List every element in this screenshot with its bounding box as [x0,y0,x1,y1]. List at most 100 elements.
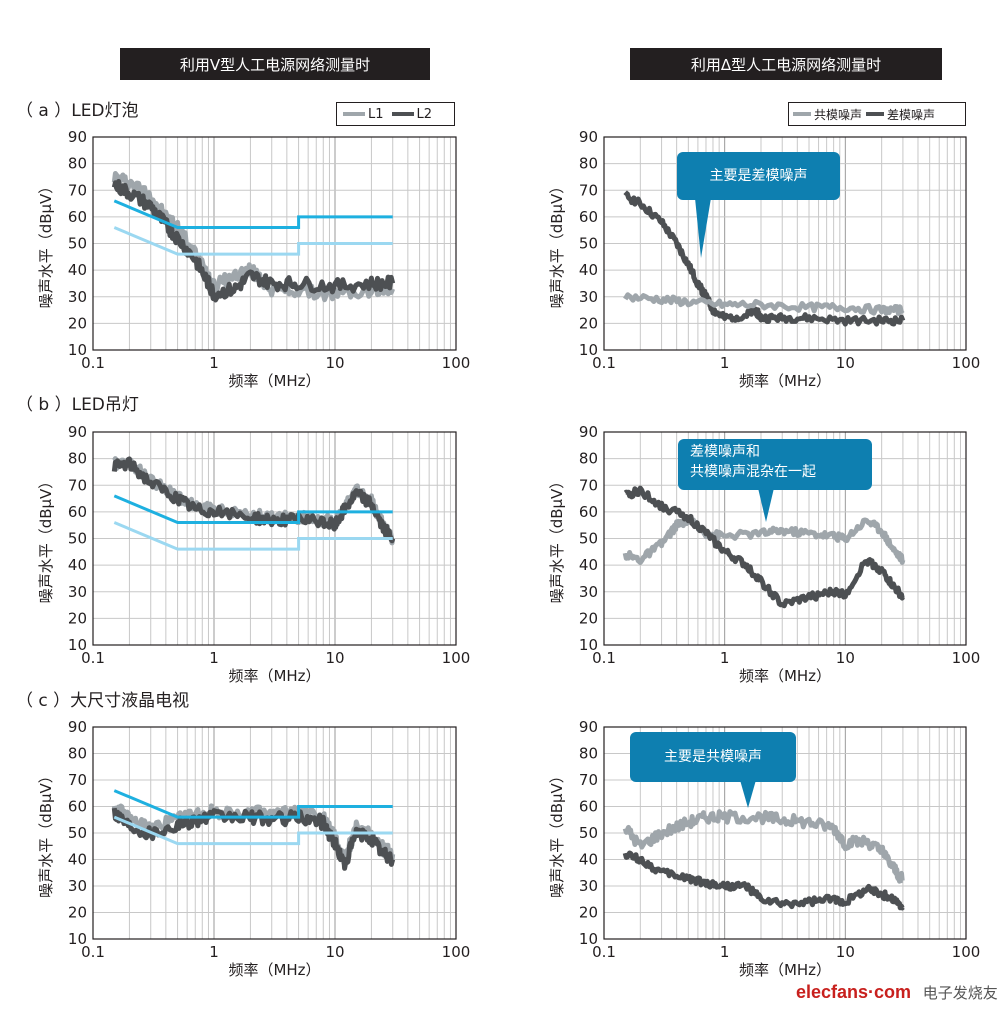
x-tick-label: 10 [836,354,855,372]
x-tick-label: 100 [442,943,471,961]
y-tick-label: 20 [68,609,87,627]
y-tick-label: 30 [579,288,598,306]
callout-c-text: 主要是共模噪声 [664,749,762,765]
plot-border [603,431,967,646]
y-tick-label: 40 [68,851,87,869]
x-tick-label: 100 [952,354,981,372]
y-tick-label: 90 [68,423,87,441]
watermark-brand: elecfans·com [796,982,912,1002]
y-tick-label: 20 [579,314,598,332]
y-tick-label: 40 [68,261,87,279]
x-tick-label: 1 [209,354,219,372]
y-axis-label: 噪声水平（dBμV） [548,179,566,309]
chart-a-d: 10 20 30 40 50 60 70 80 90 0.1 1 10 100 频率（MHz） 噪声水平（d… [548,128,980,390]
x-tick-label: 0.1 [592,354,616,372]
y-tick-label: 50 [68,235,87,253]
x-tick-label: 100 [952,649,981,667]
x-axis-label: 频率（MHz） [739,667,831,685]
y-tick-label: 40 [68,556,87,574]
y-tick-label: 50 [579,824,598,842]
x-tick-label: 1 [209,943,219,961]
legend-item-l1: L1 [343,107,384,122]
y-tick-label: 90 [579,128,598,146]
y-tick-label: 80 [68,155,87,173]
x-tick-label: 10 [325,943,344,961]
y-tick-label: 20 [68,904,87,922]
x-tick-label: 100 [442,649,471,667]
y-tick-label: 70 [579,771,598,789]
x-tick-label: 10 [325,354,344,372]
chart-c-v: 10 20 30 40 50 60 70 80 90 0.1 1 10 100 频率（MHz） 噪声水平（d… [37,718,470,979]
y-tick-label: 30 [68,288,87,306]
y-tick-label: 70 [68,181,87,199]
x-tick-label: 1 [720,354,730,372]
x-tick-label: 1 [720,649,730,667]
callout-b-tail [758,488,774,522]
callout-mixed-noise: 差模噪声和 共模噪声混杂在一起 [678,439,872,522]
y-tick-label: 20 [579,609,598,627]
y-tick-label: 90 [579,718,598,736]
y-tick-label: 80 [579,450,598,468]
series-共模噪声 [622,515,906,565]
y-tick-label: 70 [579,476,598,494]
y-tick-label: 30 [68,877,87,895]
x-tick-label: 100 [442,354,471,372]
y-tick-label: 60 [579,798,598,816]
limit-line [113,789,393,819]
series-共模噪声 [623,292,905,316]
y-tick-label: 10 [68,636,87,654]
x-tick-label: 10 [836,943,855,961]
y-tick-label: 80 [68,450,87,468]
y-tick-label: 20 [579,904,598,922]
x-tick-label: 10 [836,649,855,667]
y-tick-label: 10 [68,930,87,948]
y-tick-label: 10 [579,636,598,654]
x-axis-label: 频率（MHz） [228,667,320,685]
callout-b-line1: 差模噪声和 [690,444,760,460]
legend-swatch-diff [866,112,885,116]
legend-item-common: 共模噪声 [793,106,862,123]
limit-line [113,494,393,524]
y-tick-label: 50 [68,530,87,548]
y-tick-label: 30 [579,877,598,895]
x-tick-label: 1 [209,649,219,667]
y-tick-label: 60 [68,208,87,226]
section-label-c: （ c ）大尺寸液晶电视 [16,691,190,711]
series-差模噪声 [622,850,905,911]
y-tick-label: 50 [68,824,87,842]
y-tick-label: 10 [68,341,87,359]
legend-common-diff: 共模噪声 差模噪声 [788,102,966,126]
legend-swatch-common [793,112,811,116]
series-差模噪声 [623,190,906,327]
y-tick-label: 40 [579,556,598,574]
y-tick-label: 80 [579,155,598,173]
y-axis-label: 噪声水平（dBμV） [37,474,55,604]
callout-mainly-differential: 主要是差模噪声 [677,152,840,258]
x-tick-label: 0.1 [592,649,616,667]
plot-border [603,136,967,351]
section-label-a: （ a ）LED灯泡 [16,101,139,121]
y-tick-label: 90 [579,423,598,441]
watermark-cn: 电子发烧友 [922,984,998,1002]
y-tick-label: 20 [68,314,87,332]
y-tick-label: 70 [68,476,87,494]
callout-a-text: 主要是差模噪声 [709,168,808,184]
legend-swatch-l2 [391,112,414,116]
chart-a-v: 10 20 30 40 50 60 70 80 90 0.1 1 10 100 频率（MHz） 噪声水平（d… [37,128,470,390]
callout-c-tail [740,780,756,808]
callout-mainly-common: 主要是共模噪声 [630,732,796,808]
legend-label-common: 共模噪声 [814,107,863,122]
y-tick-label: 70 [579,181,598,199]
x-tick-label: 1 [720,943,730,961]
y-tick-label: 60 [68,503,87,521]
left-column-header: 利用V型人工电源网络测量时 [120,48,430,80]
y-tick-label: 80 [68,745,87,763]
x-axis-label: 频率（MHz） [739,961,831,979]
y-axis-label: 噪声水平（dBμV） [37,768,55,898]
y-tick-label: 60 [68,798,87,816]
y-tick-label: 40 [579,261,598,279]
y-tick-label: 30 [68,583,87,601]
y-axis-label: 噪声水平（dBμV） [548,768,566,898]
y-tick-label: 10 [579,341,598,359]
section-label-b: （ b ）LED吊灯 [16,395,139,415]
